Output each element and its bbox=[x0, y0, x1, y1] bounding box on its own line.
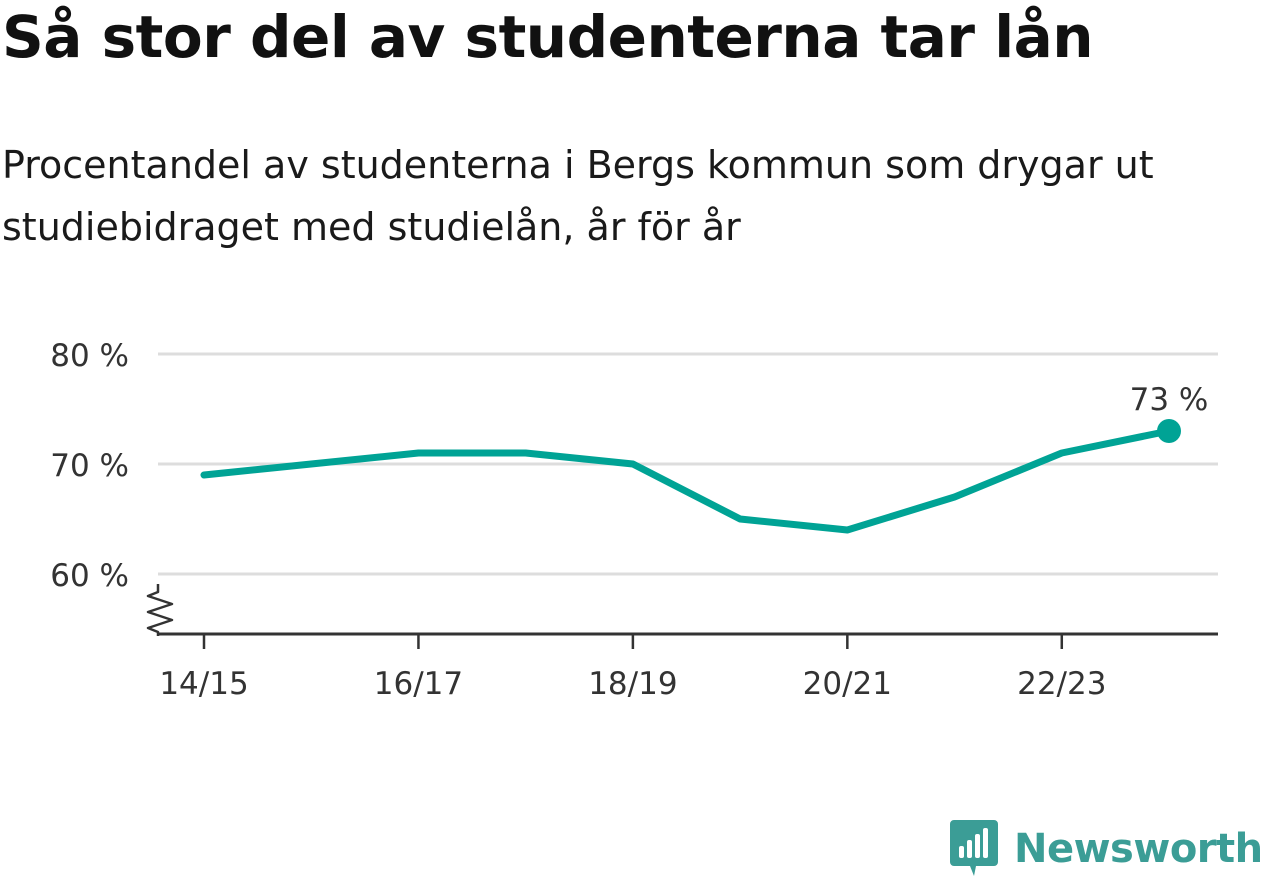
x-tick-label: 16/17 bbox=[374, 666, 463, 702]
series bbox=[200, 427, 1173, 534]
x-axis bbox=[146, 584, 1218, 649]
chart-title: Så stor del av studenterna tar lån bbox=[2, 3, 1094, 71]
newsworthy-logo-text: Newsworthy bbox=[1014, 826, 1262, 872]
y-tick-label: 60 % bbox=[50, 558, 129, 594]
x-tick-label: 22/23 bbox=[1017, 666, 1106, 702]
y-tick-label: 70 % bbox=[50, 448, 129, 484]
x-axis-tick-labels: 14/15 16/17 18/19 20/21 22/23 bbox=[159, 666, 1106, 702]
y-tick-label: 80 % bbox=[50, 338, 129, 374]
axis-break-icon bbox=[146, 584, 174, 636]
annotations: 73 % bbox=[1130, 382, 1209, 443]
x-tick-label: 14/15 bbox=[159, 666, 248, 702]
x-tick-label: 18/19 bbox=[588, 666, 677, 702]
last-point-marker bbox=[1157, 419, 1181, 443]
y-axis-tick-labels: 60 % 70 % 80 % bbox=[50, 338, 129, 594]
data-label: 73 % bbox=[1130, 382, 1209, 418]
newsworthy-logo: Newsworthy bbox=[950, 820, 1262, 878]
series-line bbox=[200, 427, 1173, 534]
chart-subtitle: Procentandel av studenterna i Bergs komm… bbox=[2, 143, 1154, 249]
x-tick-label: 20/21 bbox=[803, 666, 892, 702]
newsworthy-logo-icon bbox=[950, 820, 998, 876]
